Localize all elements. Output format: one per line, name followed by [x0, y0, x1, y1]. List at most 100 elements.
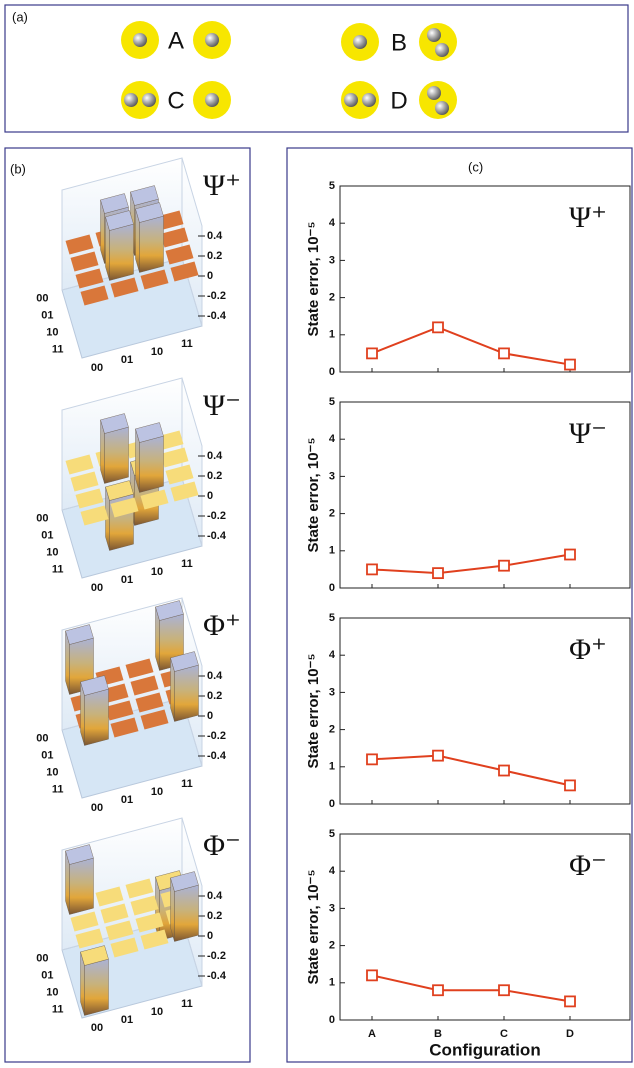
row-label: 00	[36, 952, 48, 964]
y-tick-label: 2	[329, 508, 335, 520]
bar-front	[139, 215, 164, 273]
bar-top	[80, 945, 109, 966]
column-label: 01	[121, 354, 133, 366]
bar-top	[100, 413, 129, 434]
plot-frame	[339, 185, 631, 373]
ions	[344, 93, 376, 107]
point	[432, 984, 444, 997]
tile	[95, 886, 124, 907]
tile-face	[135, 912, 164, 933]
bar-top	[135, 422, 164, 443]
ions	[133, 33, 147, 47]
column-label: 10	[151, 566, 163, 578]
column-label: 01	[121, 794, 133, 806]
z-tick-label: -0.4	[207, 970, 227, 982]
column-label: 11	[181, 338, 193, 350]
row-label: 01	[41, 749, 53, 761]
z-tick-label: 0	[207, 710, 213, 722]
tile	[170, 481, 199, 502]
ion	[344, 93, 358, 107]
y-tick-label: 3	[329, 902, 335, 914]
tile-face	[105, 920, 134, 941]
ions	[427, 86, 449, 115]
ion	[205, 33, 219, 47]
y-tick-label: 2	[329, 724, 335, 736]
ions	[124, 93, 156, 107]
bar	[100, 413, 129, 484]
y-tick-label: 5	[329, 828, 335, 840]
tile	[70, 911, 99, 932]
ion	[435, 43, 449, 57]
bar-top	[105, 480, 134, 501]
tile	[75, 488, 104, 509]
side-wall	[181, 377, 203, 547]
tile	[65, 454, 94, 475]
ion	[353, 35, 367, 49]
config-label: A	[168, 27, 184, 54]
bar	[170, 871, 199, 942]
tile	[75, 268, 104, 289]
bar-front	[84, 958, 109, 1016]
y-axis-label: State error, 10⁻⁵	[305, 869, 322, 984]
ion	[205, 93, 219, 107]
y-tick-label: 5	[329, 612, 335, 624]
ion	[362, 93, 376, 107]
column-label: 01	[121, 1014, 133, 1026]
series-line	[371, 553, 571, 575]
y-axis-label: State error, 10⁻⁵	[305, 221, 322, 336]
tile	[135, 912, 164, 933]
y-tick-label: 1	[329, 545, 335, 557]
point	[366, 753, 378, 766]
y-tick-label: 1	[329, 329, 335, 341]
bar-front	[174, 884, 199, 942]
ion	[133, 33, 147, 47]
tile-face	[100, 903, 129, 924]
column-label: 00	[91, 802, 103, 814]
tile-face	[75, 488, 104, 509]
x-axis-label: Configuration	[429, 1040, 540, 1059]
tile-face	[70, 911, 99, 932]
panel-a-frame	[4, 4, 629, 133]
tile-face	[95, 886, 124, 907]
point	[564, 779, 576, 792]
tile	[105, 920, 134, 941]
bar	[80, 675, 109, 746]
tile	[75, 928, 104, 949]
tile	[140, 269, 169, 290]
z-tick-label: -0.4	[207, 310, 227, 322]
z-tick-label: -0.2	[207, 730, 226, 742]
x-tick-label: A	[368, 1028, 376, 1040]
tile-face	[75, 928, 104, 949]
row-label: 01	[41, 529, 53, 541]
bar	[135, 422, 164, 493]
bar	[135, 202, 164, 273]
row-label: 10	[46, 546, 58, 558]
bar-front	[109, 223, 134, 281]
z-tick-label: 0	[207, 490, 213, 502]
y-tick-label: 2	[329, 292, 335, 304]
column-label: 11	[181, 778, 193, 790]
y-tick-label: 1	[329, 977, 335, 989]
panel-b-frame	[4, 147, 251, 1063]
x-tick-label: B	[434, 1028, 442, 1040]
y-tick-label: 0	[329, 1014, 335, 1026]
tile	[160, 447, 189, 468]
row-label: 11	[52, 343, 64, 355]
tile-face	[135, 692, 164, 713]
plot-frame	[339, 401, 631, 589]
trap	[121, 81, 159, 119]
column-label: 10	[151, 346, 163, 358]
plot-frame	[339, 833, 631, 1021]
tile-face	[160, 447, 189, 468]
ions	[205, 33, 219, 47]
y-tick-label: 4	[329, 433, 336, 445]
z-tick-label: 0.2	[207, 470, 222, 482]
z-tick-label: -0.4	[207, 750, 227, 762]
tile-face	[165, 244, 194, 265]
z-tick-label: 0.4	[207, 450, 223, 462]
ion	[142, 93, 156, 107]
z-tick-label: 0.4	[207, 670, 223, 682]
chart-title: Φ⁺	[569, 633, 607, 666]
tile	[65, 234, 94, 255]
